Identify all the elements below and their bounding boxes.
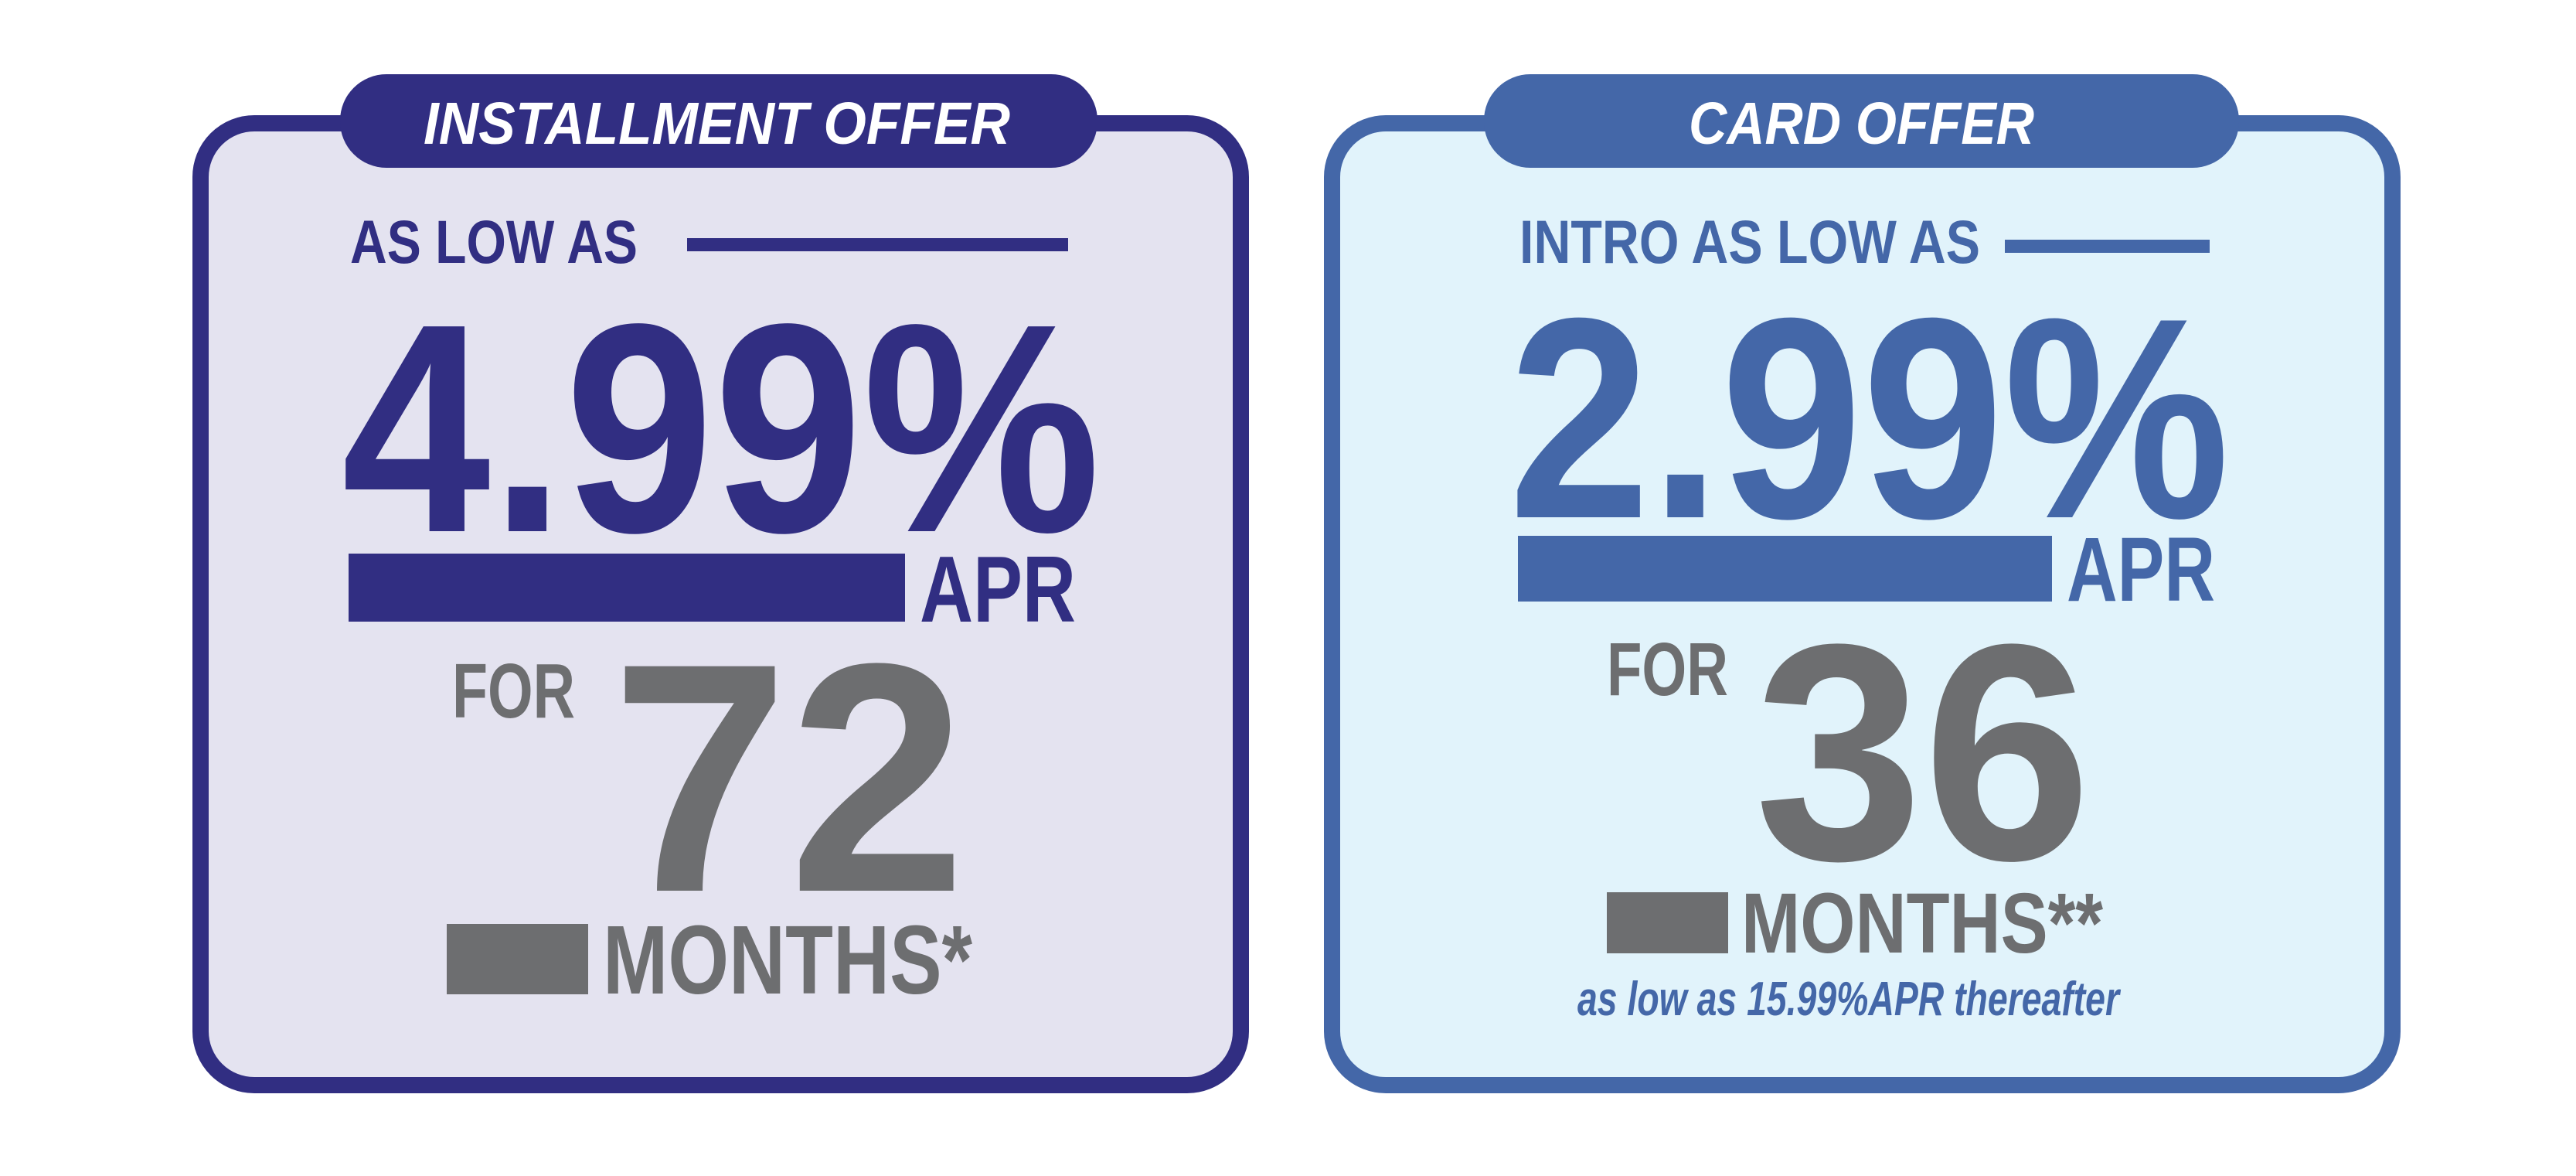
installment-lead-rule [687, 238, 1068, 251]
card-offer-tab [1484, 74, 2239, 168]
card-offer-card [1324, 115, 2401, 1093]
card-months-bar [1607, 892, 1728, 953]
card-lead-text: INTRO AS LOW AS [1519, 207, 1980, 276]
card-rate: 2.99% [1509, 259, 2230, 578]
card-for-label: FOR [1607, 627, 1728, 711]
installment-rate-bar [349, 554, 905, 622]
card-apr-label: APR [2067, 519, 2215, 621]
card-term: 36 [1754, 580, 2091, 925]
installment-offer-tab [340, 74, 1097, 168]
installment-lead-text: AS LOW AS [350, 207, 638, 276]
installment-rate: 4.99% [342, 261, 1101, 595]
installment-apr-label: APR [920, 537, 1076, 642]
installment-term: 72 [611, 596, 966, 960]
card-offer-title: CARD OFFER [1689, 90, 2034, 157]
card-lead-rule [2005, 240, 2210, 253]
installment-for-label: FOR [452, 648, 575, 735]
card-months-label: MONTHS** [1741, 876, 2103, 971]
installment-months-bar [447, 924, 588, 994]
card-rate-bar [1518, 536, 2052, 602]
card-footnote: as low as 15.99%APR thereafter [1577, 973, 2119, 1026]
installment-months-label: MONTHS* [603, 905, 972, 1014]
installment-offer-title: INSTALLMENT OFFER [424, 90, 1010, 157]
